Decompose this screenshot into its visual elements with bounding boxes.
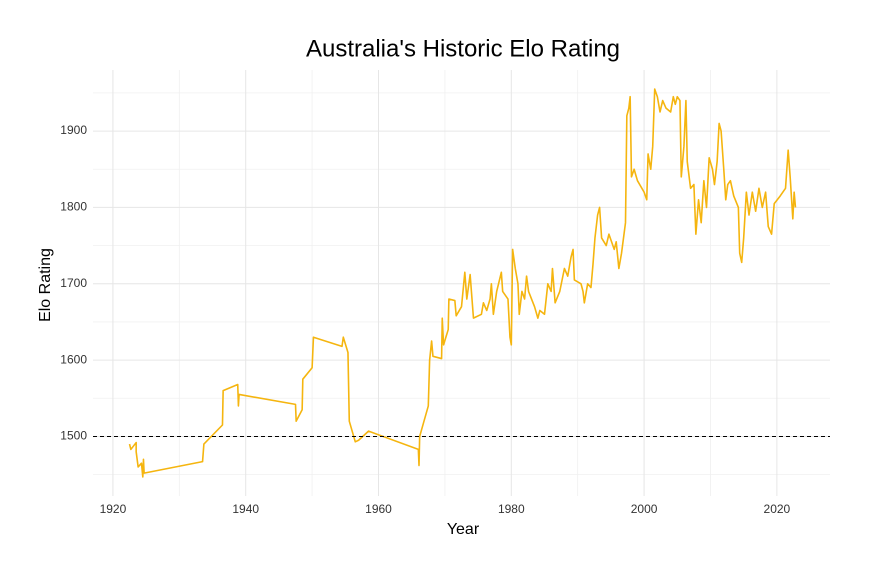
x-tick-label: 1960 bbox=[365, 502, 392, 516]
y-tick-label: 1600 bbox=[60, 352, 87, 366]
y-tick-label: 1800 bbox=[60, 200, 87, 214]
x-axis-title: Year bbox=[447, 521, 480, 538]
chart-title: Australia's Historic Elo Rating bbox=[306, 35, 620, 62]
y-tick-label: 1900 bbox=[60, 123, 87, 137]
y-tick-label: 1500 bbox=[60, 429, 87, 443]
data-line bbox=[128, 88, 797, 478]
x-tick-label: 1980 bbox=[498, 502, 525, 516]
y-axis-title: Elo Rating bbox=[37, 248, 54, 322]
x-tick-label: 1940 bbox=[232, 502, 259, 516]
x-tick-label: 1920 bbox=[100, 502, 127, 516]
x-tick-label: 2020 bbox=[764, 502, 791, 516]
x-tick-label: 2000 bbox=[631, 502, 658, 516]
y-tick-label: 1700 bbox=[60, 276, 87, 290]
